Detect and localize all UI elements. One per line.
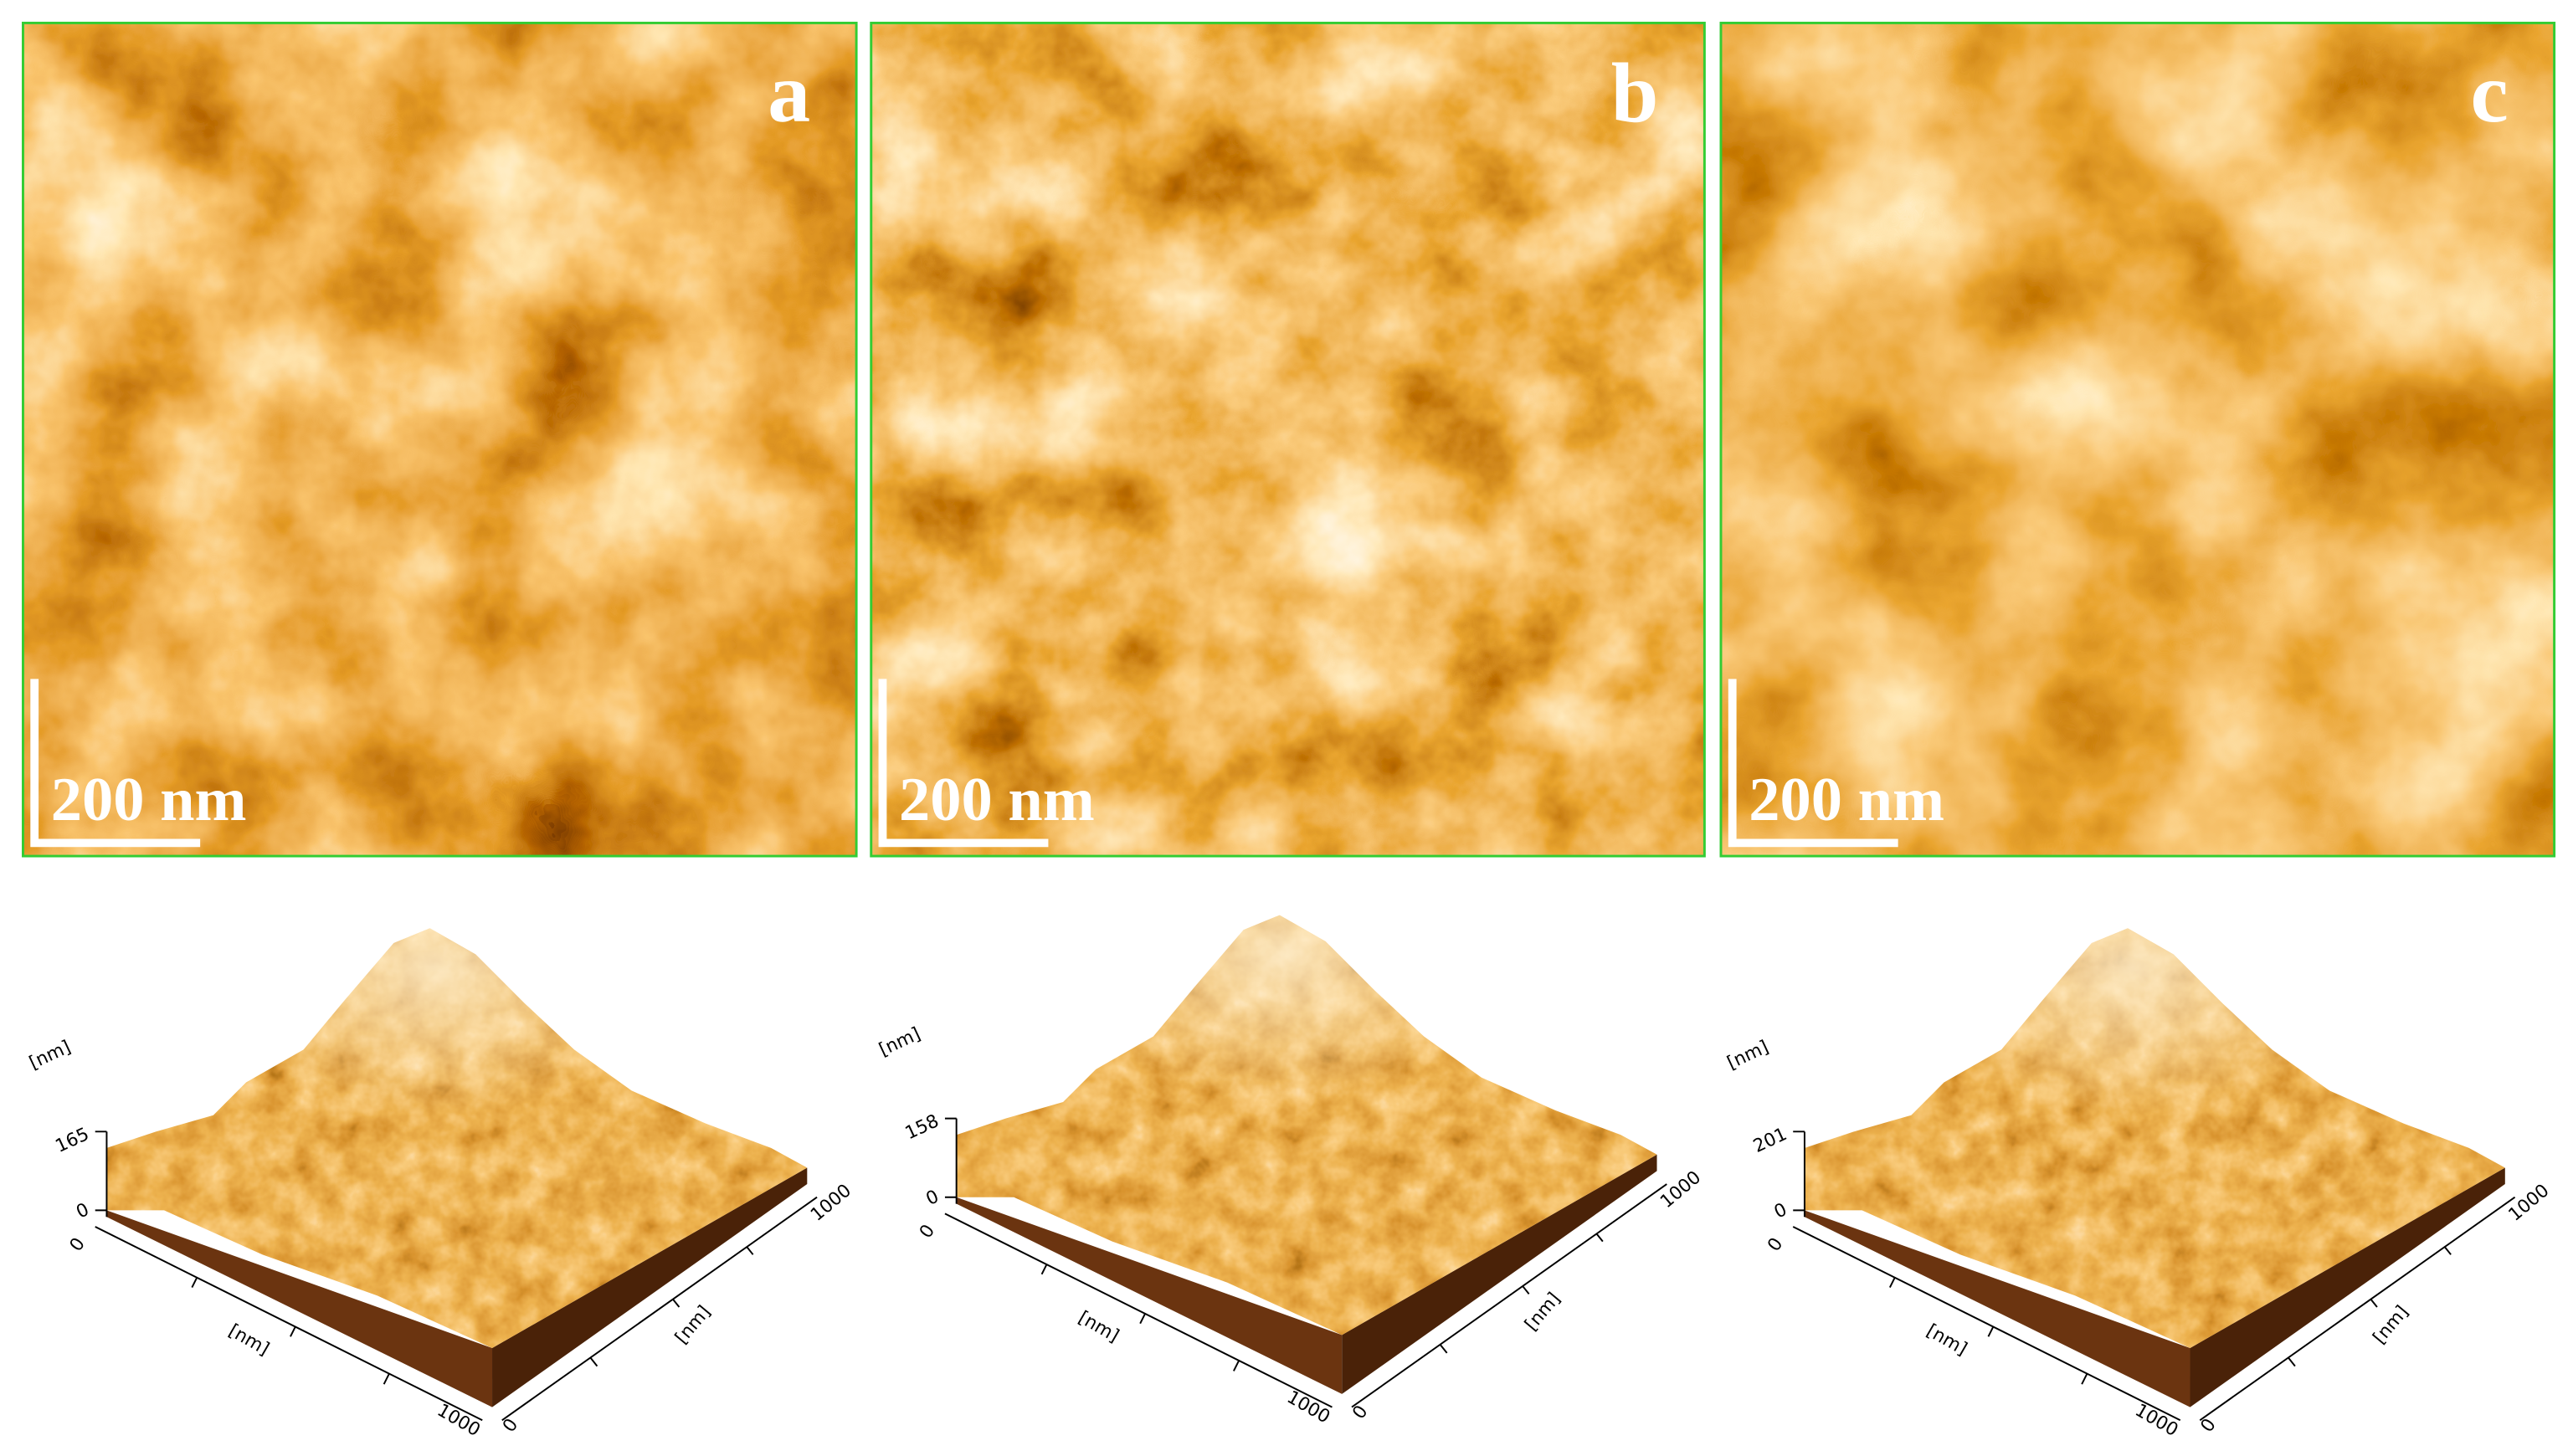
scale-bar	[30, 679, 201, 848]
x-axis-label: [nm]	[1075, 1307, 1122, 1346]
x-tick-label: 0	[916, 1221, 939, 1243]
y-tick-label: 0	[499, 1415, 522, 1437]
z-unit: [nm]	[876, 1023, 923, 1060]
y-axis-label: [nm]	[2369, 1302, 2412, 1348]
x-tick-label: 1000	[434, 1400, 484, 1441]
y-axis-label: [nm]	[671, 1302, 715, 1348]
base-left-face	[956, 1197, 1343, 1394]
z-tick-label: 0	[923, 1186, 942, 1209]
afm-panel: c 200 nm	[1719, 21, 2556, 858]
scale-bar-label: 200 nm	[51, 766, 247, 834]
y-axis	[2199, 1196, 2516, 1422]
x-tick-label: 0	[1764, 1234, 1787, 1256]
x-axis-label: [nm]	[225, 1320, 273, 1360]
scale-bar	[878, 679, 1049, 848]
plot-3d: [nm] 201 0 0 1000 [nm] 0 1000 [nm]	[1724, 928, 2553, 1441]
panel-border	[1719, 21, 2556, 858]
afm-panel: b 200 nm	[870, 21, 1706, 858]
y-tick-label: 1000	[1656, 1167, 1705, 1212]
z-tick-label: 0	[1771, 1199, 1790, 1223]
scale-bar	[1728, 679, 1898, 848]
panel-label: b	[1611, 46, 1659, 141]
y-axis	[501, 1196, 818, 1422]
surface-highlight	[1944, 928, 2322, 1165]
base-left-face	[1804, 1210, 2190, 1407]
z-tick-label: 165	[53, 1124, 93, 1157]
scale-bar-label: 200 nm	[899, 766, 1095, 834]
z-unit: [nm]	[26, 1037, 74, 1074]
panel-border	[22, 21, 858, 858]
afm-image	[23, 23, 857, 857]
z-tick-label: 0	[73, 1199, 92, 1223]
base-left-face	[106, 1210, 493, 1407]
surface-highlight	[1096, 915, 1474, 1151]
z-unit: [nm]	[1724, 1037, 1772, 1074]
z-axis	[95, 1130, 108, 1218]
x-tick-label: 1000	[2131, 1400, 2181, 1441]
panel-border	[870, 21, 1706, 858]
z-tick-label: 158	[902, 1110, 942, 1144]
z-tick-label: 201	[1750, 1124, 1790, 1157]
y-tick-label: 1000	[807, 1180, 855, 1225]
x-axis-label: [nm]	[1923, 1320, 1970, 1360]
afm-image	[871, 23, 1705, 857]
y-tick-label: 0	[2196, 1415, 2220, 1437]
y-axis	[1351, 1183, 1667, 1408]
panel-label: c	[2470, 46, 2508, 141]
plot-3d: [nm] 165 0 0 1000 [nm] 0 1000 [nm]	[26, 928, 855, 1441]
panel-label: a	[768, 46, 810, 141]
x-axis	[1792, 1226, 2181, 1422]
z-axis	[1793, 1130, 1805, 1218]
plot-3d: [nm] 158 0 0 1000 [nm] 0 1000 [nm]	[876, 915, 1705, 1428]
y-tick-label: 0	[1348, 1402, 1372, 1423]
y-tick-label: 1000	[2504, 1180, 2553, 1225]
x-axis	[944, 1212, 1333, 1408]
surface-highlight	[246, 928, 624, 1165]
base-right-face	[2190, 1167, 2505, 1407]
x-tick-label: 0	[66, 1234, 90, 1256]
x-tick-label: 1000	[1283, 1387, 1333, 1428]
base-right-face	[1342, 1154, 1657, 1394]
afm-image	[1720, 23, 2555, 857]
z-axis	[944, 1117, 958, 1204]
afm-panel: a 200 nm	[22, 21, 858, 858]
x-axis	[95, 1226, 483, 1422]
scale-bar-label: 200 nm	[1749, 766, 1944, 834]
y-axis-label: [nm]	[1521, 1289, 1564, 1335]
base-right-face	[492, 1167, 808, 1407]
